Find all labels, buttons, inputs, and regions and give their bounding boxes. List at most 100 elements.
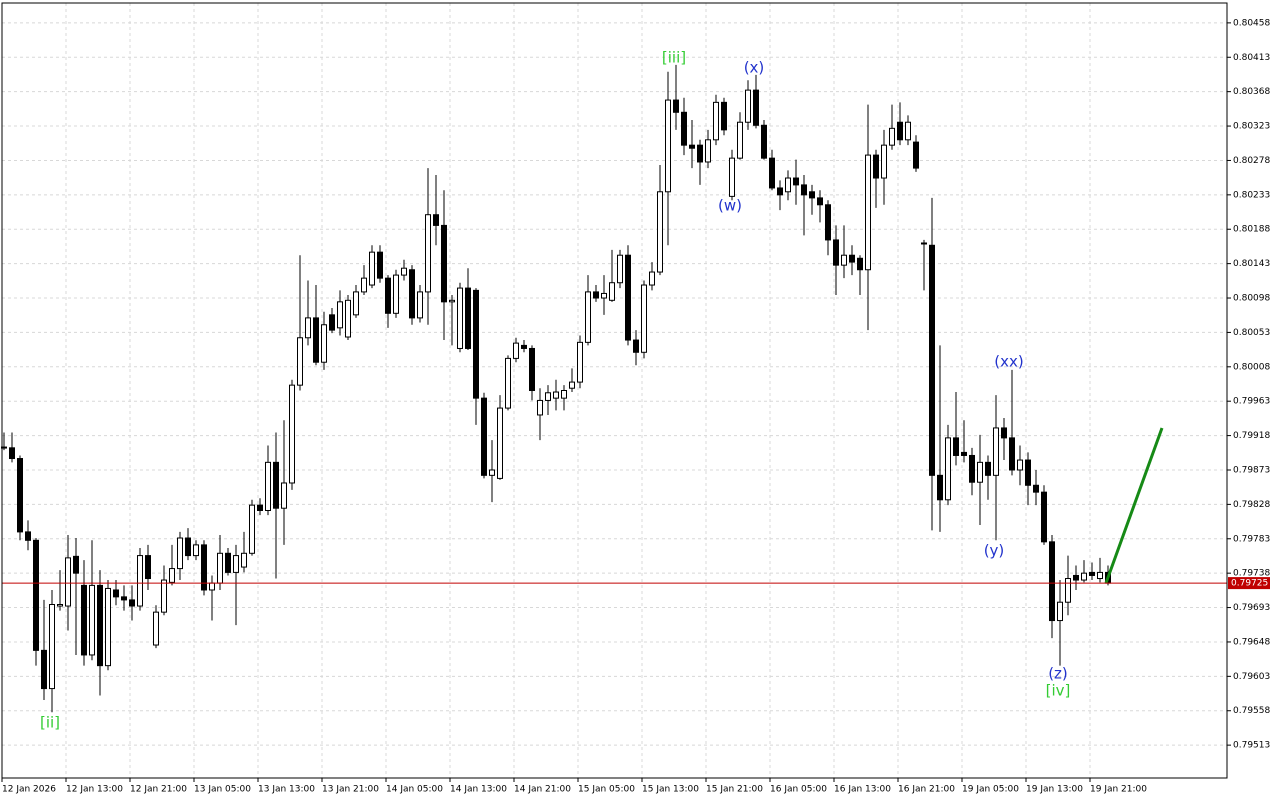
candle-body bbox=[985, 461, 991, 476]
x-tick-label: 13 Jan 13:00 bbox=[258, 785, 315, 795]
candle-body bbox=[409, 269, 415, 319]
wave-label: (x) bbox=[744, 59, 765, 77]
candle-body bbox=[665, 99, 671, 193]
candle-body bbox=[593, 291, 599, 299]
forecast-arrow bbox=[1104, 427, 1164, 584]
candle-body bbox=[857, 257, 863, 271]
candle-body bbox=[489, 469, 495, 476]
x-tick-label: 19 Jan 05:00 bbox=[962, 785, 1019, 795]
plot-frame bbox=[1, 2, 1228, 779]
wave-label: [ii] bbox=[40, 714, 60, 732]
candle-body bbox=[97, 584, 103, 667]
candle-body bbox=[353, 291, 359, 316]
candle-body bbox=[545, 392, 551, 401]
candle-body bbox=[169, 568, 175, 583]
candle-body bbox=[441, 224, 447, 303]
candle-body bbox=[297, 337, 303, 386]
candle-body bbox=[273, 461, 279, 509]
x-tick-label: 19 Jan 21:00 bbox=[1090, 785, 1147, 795]
candle-body bbox=[713, 101, 719, 141]
candle-body bbox=[185, 537, 191, 557]
x-tick-label: 15 Jan 13:00 bbox=[642, 785, 699, 795]
candle-body bbox=[841, 254, 847, 266]
candle-body bbox=[681, 111, 687, 146]
y-tick-label: 0.79783 bbox=[1233, 534, 1270, 544]
candle-body bbox=[801, 184, 807, 196]
wave-label: [iv] bbox=[1046, 682, 1071, 700]
candle-body bbox=[433, 214, 439, 226]
y-tick-label: 0.79918 bbox=[1233, 431, 1270, 441]
candle-body bbox=[809, 191, 815, 199]
y-tick-label: 0.79873 bbox=[1233, 465, 1270, 475]
candle-body bbox=[121, 596, 127, 601]
y-tick-label: 0.80368 bbox=[1233, 87, 1270, 97]
candle-body bbox=[329, 314, 335, 331]
y-tick-label: 0.80233 bbox=[1233, 190, 1270, 200]
candle-body bbox=[137, 555, 143, 607]
candle-body bbox=[481, 397, 487, 476]
candle-body bbox=[241, 552, 247, 568]
candle-body bbox=[569, 381, 575, 389]
candle-body bbox=[401, 267, 407, 276]
candle-body bbox=[689, 144, 695, 149]
wave-label: [iii] bbox=[662, 49, 686, 67]
candles bbox=[1, 64, 1111, 713]
candle-body bbox=[1081, 572, 1087, 581]
candle-body bbox=[657, 191, 663, 273]
candle-body bbox=[633, 339, 639, 353]
candle-body bbox=[745, 89, 751, 123]
y-tick-label: 0.80323 bbox=[1233, 122, 1270, 132]
y-tick-label: 0.80008 bbox=[1233, 362, 1270, 372]
candle-body bbox=[785, 177, 791, 193]
candle-body bbox=[793, 177, 799, 186]
candle-body bbox=[729, 157, 735, 197]
candle-body bbox=[265, 461, 271, 511]
candle-body bbox=[17, 458, 23, 533]
candle-body bbox=[385, 277, 391, 314]
candle-body bbox=[905, 121, 911, 141]
x-tick-label: 13 Jan 21:00 bbox=[322, 785, 379, 795]
candle-body bbox=[1033, 484, 1039, 493]
candle-body bbox=[321, 324, 327, 363]
candle-body bbox=[721, 101, 727, 131]
candle-body bbox=[953, 437, 959, 456]
candle-body bbox=[993, 427, 999, 476]
y-tick-label: 0.79738 bbox=[1233, 569, 1270, 579]
candle-body bbox=[257, 504, 263, 511]
candle-body bbox=[937, 474, 943, 501]
candle-body bbox=[337, 301, 343, 329]
y-tick-label: 0.80098 bbox=[1233, 294, 1270, 304]
candle-body bbox=[457, 287, 463, 349]
candle-body bbox=[969, 454, 975, 483]
candle-body bbox=[201, 544, 207, 591]
candle-body bbox=[377, 251, 383, 279]
x-tick-label: 14 Jan 21:00 bbox=[514, 785, 571, 795]
candle-body bbox=[505, 357, 511, 409]
x-tick-label: 16 Jan 13:00 bbox=[834, 785, 891, 795]
candle-body bbox=[105, 587, 111, 667]
y-tick-label: 0.80413 bbox=[1233, 53, 1270, 63]
candle-body bbox=[65, 557, 71, 607]
candle-body bbox=[393, 274, 399, 314]
candle-body bbox=[1025, 459, 1031, 486]
candle-body bbox=[977, 461, 983, 483]
candle-body bbox=[249, 504, 255, 554]
x-tick-label: 12 Jan 21:00 bbox=[130, 785, 187, 795]
candle-body bbox=[625, 254, 631, 341]
x-tick-label: 15 Jan 21:00 bbox=[706, 785, 763, 795]
candle-body bbox=[49, 604, 55, 690]
candle-body bbox=[521, 344, 527, 349]
candle-body bbox=[609, 282, 615, 301]
overlay: 0.80458 0.80413 0.80368 0.80323 0.80278 0.802… bbox=[1, 18, 1270, 795]
candle-body bbox=[601, 292, 607, 299]
candle-body bbox=[897, 121, 903, 141]
candle-body bbox=[529, 347, 535, 391]
candle-body bbox=[129, 599, 135, 607]
wave-label: (xx) bbox=[994, 353, 1023, 371]
candle-body bbox=[1089, 571, 1095, 576]
candle-body bbox=[1049, 541, 1055, 622]
candle-body bbox=[889, 127, 895, 146]
x-tick-label: 16 Jan 05:00 bbox=[770, 785, 827, 795]
candle-body bbox=[233, 555, 239, 573]
